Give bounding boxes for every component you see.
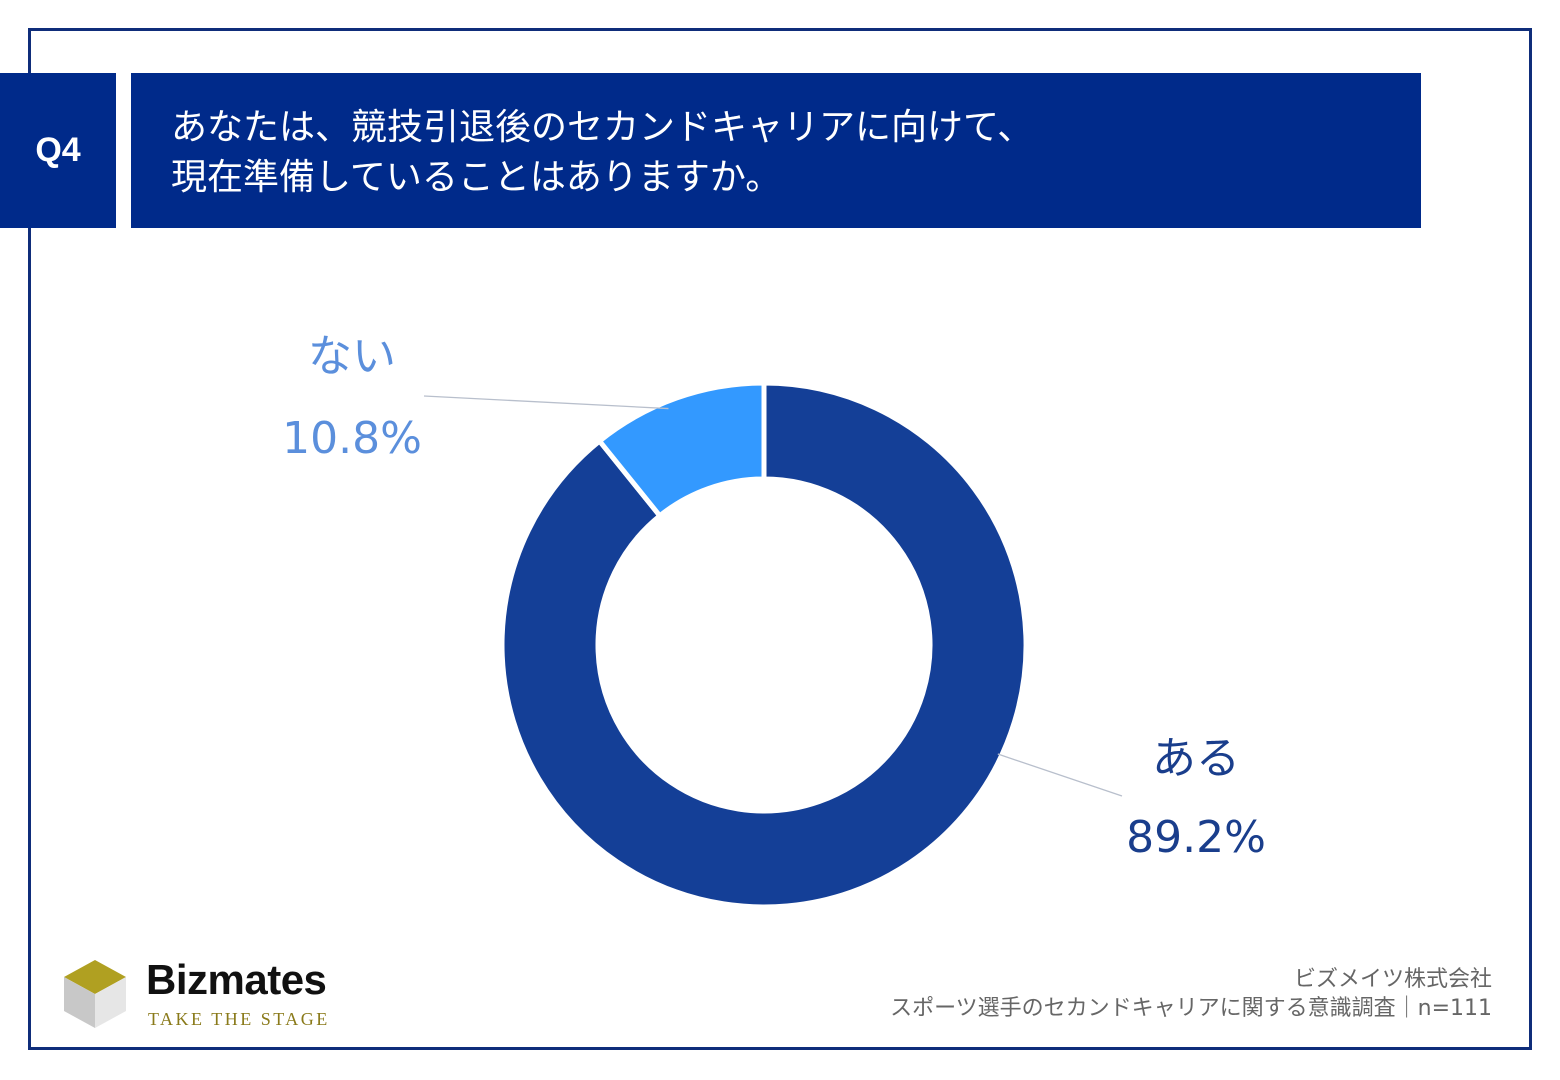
source-survey: スポーツ選手のセカンドキャリアに関する意識調査｜n=111 xyxy=(890,996,1492,1021)
chart-frame xyxy=(28,28,1532,1050)
slice-category-label: ある xyxy=(1152,733,1240,784)
slice-labels: ある 89.2% ない 10.8% xyxy=(282,331,1266,863)
slice-value-label: 89.2% xyxy=(1126,812,1266,863)
donut-slice-aru xyxy=(499,380,1029,910)
source-note: ビズメイツ株式会社 スポーツ選手のセカンドキャリアに関する意識調査｜n=111 xyxy=(890,965,1492,1023)
bizmates-logo-icon xyxy=(64,960,126,1028)
question-title-line-1: あなたは、競技引退後のセカンドキャリアに向けて、 xyxy=(171,107,1034,148)
slice-category-label: ない xyxy=(308,331,396,382)
question-title-bar: あなたは、競技引退後のセカンドキャリアに向けて、 現在準備していることはあります… xyxy=(131,73,1421,228)
source-company: ビズメイツ株式会社 xyxy=(1293,967,1492,992)
logo-tagline: TAKE THE STAGE xyxy=(148,1009,330,1029)
leader-line-aru xyxy=(997,753,1123,797)
donut-slices xyxy=(499,380,1029,910)
leader-line-nai xyxy=(423,395,669,410)
question-title-line-2: 現在準備していることはありますか。 xyxy=(171,157,782,198)
question-badge: Q4 xyxy=(0,73,116,228)
logo-name: Bizmates xyxy=(146,956,327,1003)
leader-lines xyxy=(423,395,1123,797)
slice-value-label: 10.8% xyxy=(282,413,422,464)
question-label: Q4 xyxy=(35,131,81,169)
donut-slice-nai xyxy=(596,380,767,520)
